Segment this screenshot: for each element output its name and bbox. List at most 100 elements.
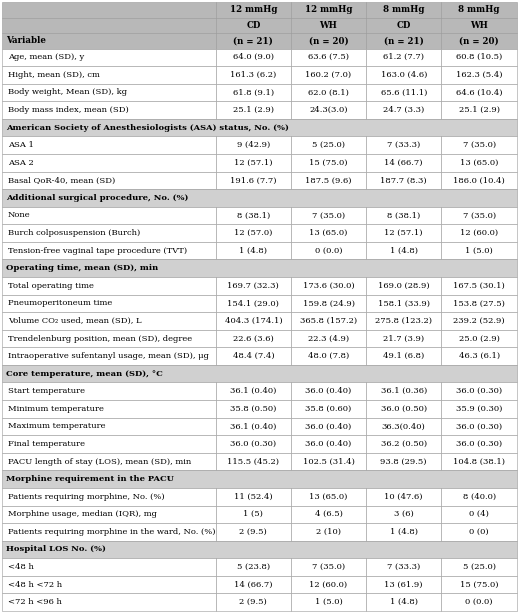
Bar <box>216 154 291 172</box>
Text: 154.1 (29.0): 154.1 (29.0) <box>227 299 279 307</box>
Bar <box>2 83 216 101</box>
Text: Morphine usage, median (IQR), mg: Morphine usage, median (IQR), mg <box>8 510 157 519</box>
Text: Total operating time: Total operating time <box>8 282 94 290</box>
Text: 7 (35.0): 7 (35.0) <box>462 141 496 149</box>
Bar <box>291 330 366 348</box>
Text: 21.7 (3.9): 21.7 (3.9) <box>383 335 424 343</box>
Bar <box>441 330 517 348</box>
Bar <box>2 259 517 277</box>
Text: 102.5 (31.4): 102.5 (31.4) <box>303 457 354 466</box>
Bar <box>2 400 216 417</box>
Text: 239.2 (52.9): 239.2 (52.9) <box>453 317 505 325</box>
Bar <box>366 33 441 48</box>
Bar <box>216 277 291 295</box>
Bar <box>216 558 291 576</box>
Text: Final temperature: Final temperature <box>8 440 85 448</box>
Text: <48 h: <48 h <box>8 563 34 571</box>
Bar <box>2 277 216 295</box>
Bar <box>441 33 517 48</box>
Text: 8 (40.0): 8 (40.0) <box>462 493 496 501</box>
Text: 0 (0.0): 0 (0.0) <box>315 246 342 254</box>
Bar <box>441 383 517 400</box>
Bar <box>2 33 216 48</box>
Bar <box>2 18 216 33</box>
Text: 61.2 (7.7): 61.2 (7.7) <box>383 53 424 61</box>
Text: 36.0 (0.40): 36.0 (0.40) <box>305 422 352 430</box>
Bar <box>366 488 441 506</box>
Bar <box>2 136 216 154</box>
Bar <box>441 18 517 33</box>
Bar <box>441 48 517 66</box>
Bar <box>2 101 216 119</box>
Text: 104.8 (38.1): 104.8 (38.1) <box>453 457 505 466</box>
Text: 160.2 (7.0): 160.2 (7.0) <box>306 71 351 79</box>
Bar <box>216 66 291 83</box>
Text: 7 (35.0): 7 (35.0) <box>312 563 345 571</box>
Bar <box>291 453 366 470</box>
Bar <box>2 119 517 136</box>
Text: 187.5 (9.6): 187.5 (9.6) <box>305 177 352 185</box>
Bar <box>216 435 291 453</box>
Text: 8 (38.1): 8 (38.1) <box>237 211 270 219</box>
Text: (n = 21): (n = 21) <box>234 36 274 45</box>
Bar <box>291 277 366 295</box>
Bar <box>441 154 517 172</box>
Bar <box>291 417 366 435</box>
Text: None: None <box>8 211 31 219</box>
Text: 60.8 (10.5): 60.8 (10.5) <box>456 53 502 61</box>
Bar <box>366 83 441 101</box>
Bar <box>216 506 291 523</box>
Text: 10 (47.6): 10 (47.6) <box>385 493 423 501</box>
Text: 35.8 (0.50): 35.8 (0.50) <box>230 405 277 413</box>
Bar <box>216 172 291 189</box>
Bar <box>441 348 517 365</box>
Bar <box>291 506 366 523</box>
Text: 158.1 (33.9): 158.1 (33.9) <box>378 299 430 307</box>
Text: 5 (25.0): 5 (25.0) <box>462 563 496 571</box>
Text: 13 (65.0): 13 (65.0) <box>309 493 348 501</box>
Bar <box>291 2 366 18</box>
Text: 13 (65.0): 13 (65.0) <box>460 159 498 167</box>
Text: <72 h <96 h: <72 h <96 h <box>8 598 62 606</box>
Text: 0 (0.0): 0 (0.0) <box>466 598 493 606</box>
Text: 62.0 (8.1): 62.0 (8.1) <box>308 88 349 96</box>
Text: Hight, mean (SD), cm: Hight, mean (SD), cm <box>8 71 100 79</box>
Bar <box>216 576 291 593</box>
Bar <box>291 383 366 400</box>
Bar <box>441 207 517 224</box>
Text: 169.0 (28.9): 169.0 (28.9) <box>378 282 430 290</box>
Bar <box>441 523 517 541</box>
Text: 93.8 (29.5): 93.8 (29.5) <box>380 457 427 466</box>
Text: 64.6 (10.4): 64.6 (10.4) <box>456 88 502 96</box>
Text: 13 (65.0): 13 (65.0) <box>309 229 348 237</box>
Text: 64.0 (9.0): 64.0 (9.0) <box>233 53 274 61</box>
Text: Patients requiring morphine in the ward, No. (%): Patients requiring morphine in the ward,… <box>8 528 215 536</box>
Bar <box>441 83 517 101</box>
Text: 161.3 (6.2): 161.3 (6.2) <box>230 71 277 79</box>
Text: 5 (25.0): 5 (25.0) <box>312 141 345 149</box>
Text: (n = 20): (n = 20) <box>459 36 499 45</box>
Text: 14 (66.7): 14 (66.7) <box>385 159 423 167</box>
Text: Pneumoperitoneum time: Pneumoperitoneum time <box>8 299 112 307</box>
Text: 36.3(0.40): 36.3(0.40) <box>382 422 426 430</box>
Text: Minimum temperature: Minimum temperature <box>8 405 104 413</box>
Bar <box>2 207 216 224</box>
Text: 186.0 (10.4): 186.0 (10.4) <box>453 177 505 185</box>
Bar <box>216 242 291 259</box>
Bar <box>441 312 517 330</box>
Text: 12 (57.1): 12 (57.1) <box>234 159 272 167</box>
Text: 12 (60.0): 12 (60.0) <box>309 581 348 588</box>
Bar <box>366 348 441 365</box>
Bar <box>216 383 291 400</box>
Text: Burch colposuspension (Burch): Burch colposuspension (Burch) <box>8 229 140 237</box>
Bar <box>366 417 441 435</box>
Text: CD: CD <box>397 21 411 30</box>
Text: Additional surgical procedure, No. (%): Additional surgical procedure, No. (%) <box>6 194 188 202</box>
Bar <box>366 400 441 417</box>
Text: 61.8 (9.1): 61.8 (9.1) <box>233 88 274 96</box>
Bar <box>291 435 366 453</box>
Text: CD: CD <box>246 21 261 30</box>
Text: 173.6 (30.0): 173.6 (30.0) <box>303 282 354 290</box>
Text: Variable: Variable <box>6 36 46 45</box>
Bar <box>366 523 441 541</box>
